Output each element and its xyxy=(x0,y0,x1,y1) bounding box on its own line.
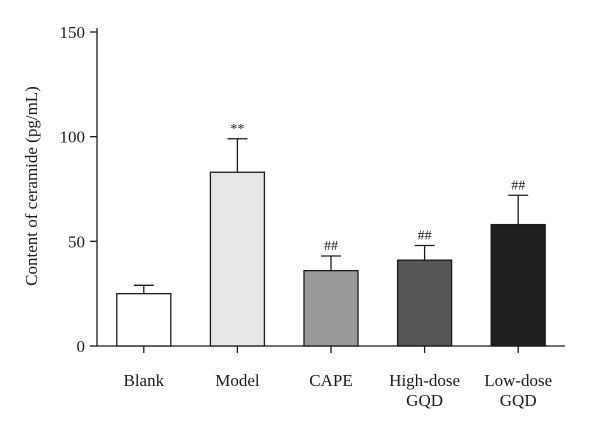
bar xyxy=(209,171,266,347)
bars: ** ## ## ## xyxy=(116,122,546,347)
y-tick-label: 150 xyxy=(60,23,86,42)
x-tick-label: Low-dose GQD xyxy=(484,371,552,410)
significance-label: ## xyxy=(324,239,338,254)
bar xyxy=(303,269,359,347)
y-axis-title: Content of ceramide (pg/mL) xyxy=(22,86,41,286)
x-tick-label: High-dose GQD xyxy=(389,371,460,410)
x-tick-label: CAPE xyxy=(309,371,352,390)
x-tick-label: Model xyxy=(215,371,260,390)
y-tick-label: 50 xyxy=(68,232,85,251)
x-tick-label: Blank xyxy=(123,371,164,390)
y-tick-label: 100 xyxy=(60,128,86,147)
y-tick-label: 0 xyxy=(77,337,86,356)
bar xyxy=(490,223,546,347)
y-axis: 0 50 100 150 xyxy=(60,23,98,356)
bar xyxy=(396,259,453,347)
significance-label: ** xyxy=(230,122,244,137)
x-axis: Blank Model CAPE High-dose GQD Low-dose GQD xyxy=(97,345,565,410)
bar xyxy=(116,293,172,347)
significance-label: ## xyxy=(418,229,432,244)
significance-label: ## xyxy=(511,178,525,193)
